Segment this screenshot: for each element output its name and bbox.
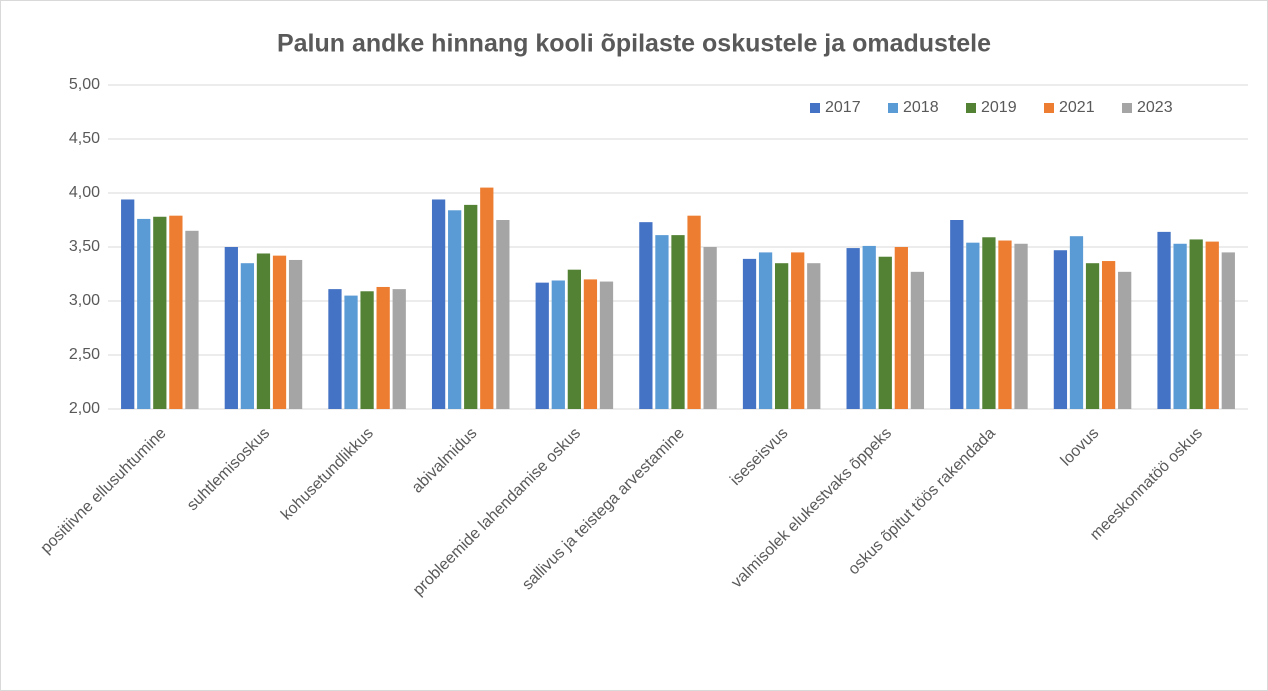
bar (121, 199, 135, 409)
bar (655, 235, 669, 409)
legend-swatch (810, 103, 820, 113)
bar (1157, 231, 1171, 409)
legend-label: 2017 (825, 99, 861, 116)
legend-label: 2023 (1137, 99, 1173, 116)
y-tick-label: 3,50 (69, 238, 100, 255)
bar (344, 295, 358, 409)
bar (535, 282, 549, 409)
bar (1069, 236, 1084, 409)
bar (998, 240, 1012, 409)
bar (272, 255, 287, 409)
bar (599, 281, 614, 409)
bar (687, 215, 701, 409)
bar (288, 259, 303, 409)
legend-label: 2021 (1059, 99, 1095, 116)
bar (185, 230, 199, 409)
bar (1014, 243, 1028, 409)
bar (448, 210, 462, 409)
bar (137, 218, 151, 409)
bar (894, 247, 908, 409)
y-tick-label: 2,50 (69, 346, 100, 363)
bar (1205, 241, 1219, 409)
y-tick-label: 3,00 (69, 292, 100, 309)
y-tick-label: 4,00 (69, 184, 100, 201)
y-tick-label: 5,00 (69, 76, 100, 93)
bar (567, 269, 581, 409)
bar (878, 256, 892, 409)
bar (742, 258, 757, 409)
legend-swatch (966, 103, 976, 113)
bar (153, 216, 167, 409)
bar (224, 247, 238, 409)
legend-swatch (888, 103, 898, 113)
bar (807, 263, 821, 409)
bar (1118, 271, 1132, 409)
legend-label: 2018 (903, 99, 939, 116)
bar (1221, 252, 1235, 409)
bar (328, 289, 342, 409)
bar (1053, 250, 1068, 409)
legend-swatch (1122, 103, 1132, 113)
bar (583, 279, 598, 409)
bar (671, 235, 685, 409)
legend-swatch (1044, 103, 1054, 113)
bar (758, 252, 773, 409)
bar (464, 204, 478, 409)
bar (169, 215, 183, 409)
bar (1101, 261, 1116, 409)
chart-title: Palun andke hinnang kooli õpilaste oskus… (277, 30, 991, 58)
bar (551, 280, 565, 409)
bar (376, 286, 390, 409)
bar (862, 245, 876, 409)
legend-label: 2019 (981, 99, 1017, 116)
bar (480, 187, 494, 409)
bar (966, 242, 980, 409)
bar (496, 220, 510, 409)
bar (1173, 243, 1187, 409)
y-tick-label: 2,00 (69, 400, 100, 417)
bar (791, 252, 805, 409)
bar (1085, 263, 1100, 409)
bar (982, 237, 996, 409)
y-tick-label: 4,50 (69, 130, 100, 147)
bar (256, 253, 271, 409)
bar (431, 199, 446, 409)
bar (392, 289, 406, 409)
bar (639, 222, 653, 409)
bar (703, 247, 717, 409)
bar (910, 271, 925, 409)
bar (950, 220, 964, 409)
bar (240, 263, 255, 409)
bar (360, 291, 374, 409)
bar (1189, 239, 1203, 409)
bar (775, 263, 789, 409)
bar (846, 248, 860, 409)
